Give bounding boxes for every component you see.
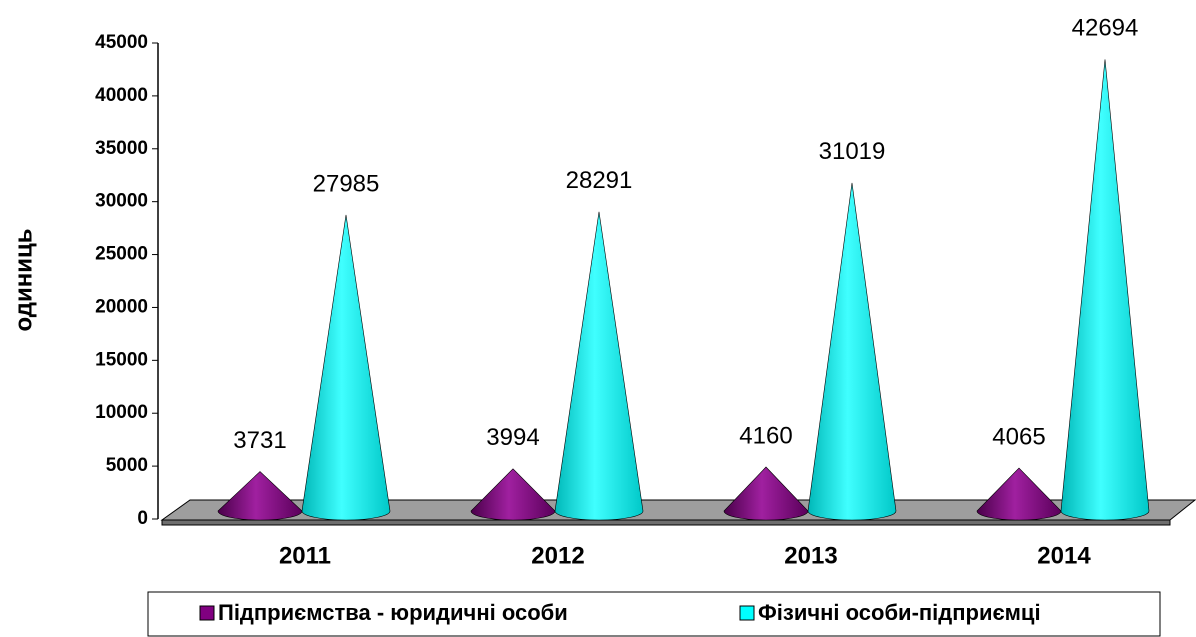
x-tick-label: 2013	[784, 542, 837, 569]
legend-label: Підприємства - юридичні особи	[218, 600, 568, 625]
cone	[723, 466, 809, 521]
y-tick-label: 10000	[95, 402, 148, 423]
value-label: 3731	[233, 427, 286, 454]
value-label: 42694	[1072, 15, 1139, 42]
value-label: 27985	[313, 170, 380, 197]
legend-label: Фізичні особи-підприємці	[758, 600, 1041, 625]
cone	[301, 214, 391, 521]
legend-swatch	[739, 605, 755, 621]
y-tick-label: 45000	[95, 32, 148, 53]
legend-box	[147, 591, 1161, 637]
floor-side	[161, 519, 1171, 526]
y-tick-label: 30000	[95, 191, 148, 212]
cone	[217, 471, 303, 521]
y-tick-label: 5000	[106, 455, 148, 476]
y-tick-label: 40000	[95, 85, 148, 106]
cone	[470, 468, 556, 521]
value-label: 4160	[739, 422, 792, 449]
x-tick-label: 2014	[1037, 542, 1091, 569]
y-tick-label: 0	[137, 508, 148, 529]
value-label: 4065	[992, 423, 1045, 450]
y-tick-label: 20000	[95, 296, 148, 317]
y-axis-title: одиниць	[10, 228, 37, 331]
value-label: 3994	[486, 424, 539, 451]
x-tick-label: 2011	[279, 542, 331, 569]
legend-swatch	[199, 605, 215, 621]
value-label: 31019	[819, 138, 886, 165]
y-tick-label: 35000	[95, 138, 148, 159]
cone	[807, 182, 897, 521]
value-label: 28291	[566, 167, 633, 194]
y-tick-label: 25000	[95, 244, 148, 265]
x-tick-label: 2012	[531, 542, 584, 569]
cone	[554, 211, 644, 521]
cone	[976, 467, 1062, 521]
y-tick-label: 15000	[95, 349, 148, 370]
cone	[1060, 59, 1150, 521]
